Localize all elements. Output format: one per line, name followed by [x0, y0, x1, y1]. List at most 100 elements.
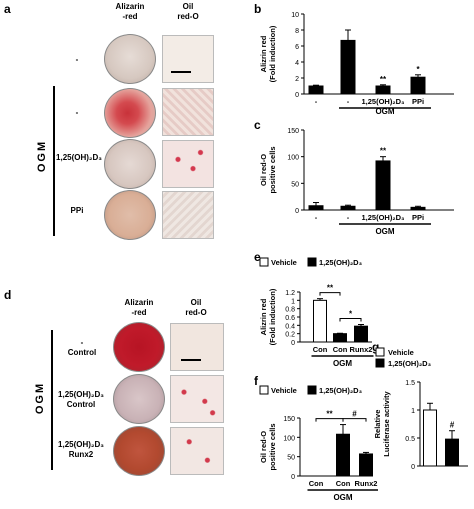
ytick-label-c-0: 0 — [295, 208, 299, 215]
ylabel-c: Oil red-O positive cells — [259, 146, 277, 193]
ogm-bracket-a — [53, 86, 55, 236]
xtick-label-f-0: Con — [309, 479, 324, 488]
ytick-label-e-3: 0.6 — [285, 315, 295, 322]
bar-c-1 — [340, 205, 356, 211]
legend-label-e-0: Vehicle — [271, 258, 297, 267]
group-label-e: OGM — [333, 359, 352, 368]
panel-letter-d: d — [4, 288, 12, 302]
ylabel-line-b-0: Alizrin red — [259, 35, 268, 72]
ytick-label-b-4: 8 — [295, 28, 299, 35]
xtick-label-e-2: Runx2 — [350, 345, 373, 354]
ytick-label-f-0: 0 — [291, 474, 295, 481]
ytick-label-e-6: 1.2 — [285, 290, 295, 297]
ytick-label-e-5: 1 — [291, 298, 295, 305]
bracket-label-e-1: * — [349, 310, 353, 319]
bar-g-1 — [445, 438, 459, 467]
ytick-label-e-2: 0.4 — [285, 323, 295, 330]
xtick-label-b-2: 1,25(OH)₂D₃ — [361, 97, 405, 106]
micro-a-1 — [162, 88, 214, 136]
legend-label-g-0: Vehicle — [388, 348, 414, 357]
bracket-label-f-0: ** — [326, 410, 333, 419]
legend-label-f-0: Vehicle — [271, 386, 297, 395]
ytick-label-g-3: 1.5 — [405, 380, 415, 387]
row-label-a-0: - — [75, 55, 79, 64]
xtick-label-c-2: 1,25(OH)₂D₃ — [361, 213, 405, 222]
group-label-b: OGM — [375, 107, 394, 116]
legend-swatch-g-0 — [375, 347, 385, 357]
bar-b-2 — [375, 85, 391, 95]
well-a-1 — [104, 88, 156, 138]
ylabel-line-g-1: Luciferase activity — [382, 390, 391, 456]
ylabel-b: Alizrin red (Fold induction) — [259, 25, 277, 82]
ytick-label-c-3: 150 — [287, 128, 299, 135]
ytick-label-e-4: 0.8 — [285, 307, 295, 314]
ogm-label-a: OGM — [36, 139, 48, 173]
sig-b-3: * — [416, 65, 420, 74]
ytick-label-c-1: 50 — [291, 181, 299, 188]
xtick-label-f-2: Runx2 — [355, 479, 378, 488]
ytick-label-g-0: 0 — [411, 464, 415, 471]
header-alizarin-a: Alizarin -red — [115, 2, 145, 21]
ytick-label-g-2: 1 — [411, 408, 415, 415]
micro-d-2 — [170, 427, 224, 475]
header-alizarin-d: Alizarin -red — [124, 298, 154, 317]
panel-letter-f: f — [254, 374, 258, 388]
xtick-label-e-1: Con — [333, 345, 348, 354]
ytick-label-e-0: 0 — [291, 340, 295, 347]
ytick-label-c-2: 100 — [287, 155, 299, 162]
ylabel-g: Relative Luciferase activity — [373, 390, 391, 456]
xtick-label-f-1: Con — [336, 479, 351, 488]
bar-c-0 — [308, 205, 324, 211]
ytick-label-f-2: 100 — [283, 435, 295, 442]
xtick-label-c-0: - — [315, 213, 318, 222]
bracket-label-e-0: ** — [327, 284, 334, 293]
well-a-0 — [104, 34, 156, 84]
legend-swatch-e-0 — [259, 257, 269, 267]
ylabel-line-c-0: Oil red-O — [259, 154, 268, 186]
ylabel-line-f-0: Oil red-O — [259, 431, 268, 463]
ytick-label-b-5: 10 — [291, 12, 299, 19]
sig-c-2: ** — [380, 147, 387, 156]
ylabel-line-e-1: (Fold induction) — [268, 288, 277, 345]
ytick-label-f-1: 50 — [287, 455, 295, 462]
xtick-label-b-3: PPi — [412, 97, 424, 106]
well-d-1 — [113, 374, 165, 424]
legend-swatch-g-1 — [375, 358, 385, 368]
ylabel-line-g-0: Relative — [373, 410, 382, 439]
bar-g-0 — [423, 409, 437, 467]
bar-f-1 — [336, 433, 350, 477]
bar-c-2 — [375, 160, 391, 211]
group-label-f: OGM — [333, 493, 352, 502]
bar-e-1 — [333, 333, 347, 343]
well-a-2 — [104, 139, 156, 189]
chart-c: 0 50 100 150 Oil red-O positive cells - - ** 1,25… — [259, 128, 454, 236]
ogm-bracket-d — [51, 330, 53, 470]
micro-a-3 — [162, 191, 214, 239]
ylabel-line-f-1: positive cells — [268, 423, 277, 470]
bar-f-2 — [359, 453, 373, 477]
micro-d-1 — [170, 375, 224, 423]
row-label-a-1: - — [75, 108, 79, 117]
group-label-c: OGM — [375, 227, 394, 236]
legend-label-e-1: 1,25(OH)₂D₃ — [319, 258, 363, 267]
row-label-d-0: - Control — [67, 338, 97, 357]
chart-e: 00.2 0.40.60.8 11.2 Alizrin red (Fold induct… — [259, 257, 374, 368]
row-label-d-1: 1,25(OH)₂D₃ Control — [58, 390, 104, 409]
ytick-label-g-1: 0.5 — [405, 436, 415, 443]
xtick-label-b-1: - — [347, 97, 350, 106]
panel-letter-c: c — [254, 118, 261, 132]
legend-label-g-1: 1,25(OH)₂D₃ — [388, 359, 432, 368]
legend-swatch-f-0 — [259, 385, 269, 395]
ytick-label-b-0: 0 — [295, 92, 299, 99]
bar-b-0 — [308, 85, 324, 95]
micro-a-0 — [162, 35, 214, 83]
header-oilred-a: Oil red-O — [177, 2, 199, 21]
legend-swatch-f-1 — [307, 385, 317, 395]
row-label-a-2: 1,25(OH)₂D₃ — [56, 153, 102, 162]
bracket-e-0 — [319, 292, 341, 296]
bar-e-2 — [354, 325, 368, 343]
well-d-0 — [113, 322, 165, 372]
bar-b-3 — [410, 76, 426, 95]
ylabel-line-c-1: positive cells — [268, 146, 277, 193]
well-a-3 — [104, 190, 156, 240]
